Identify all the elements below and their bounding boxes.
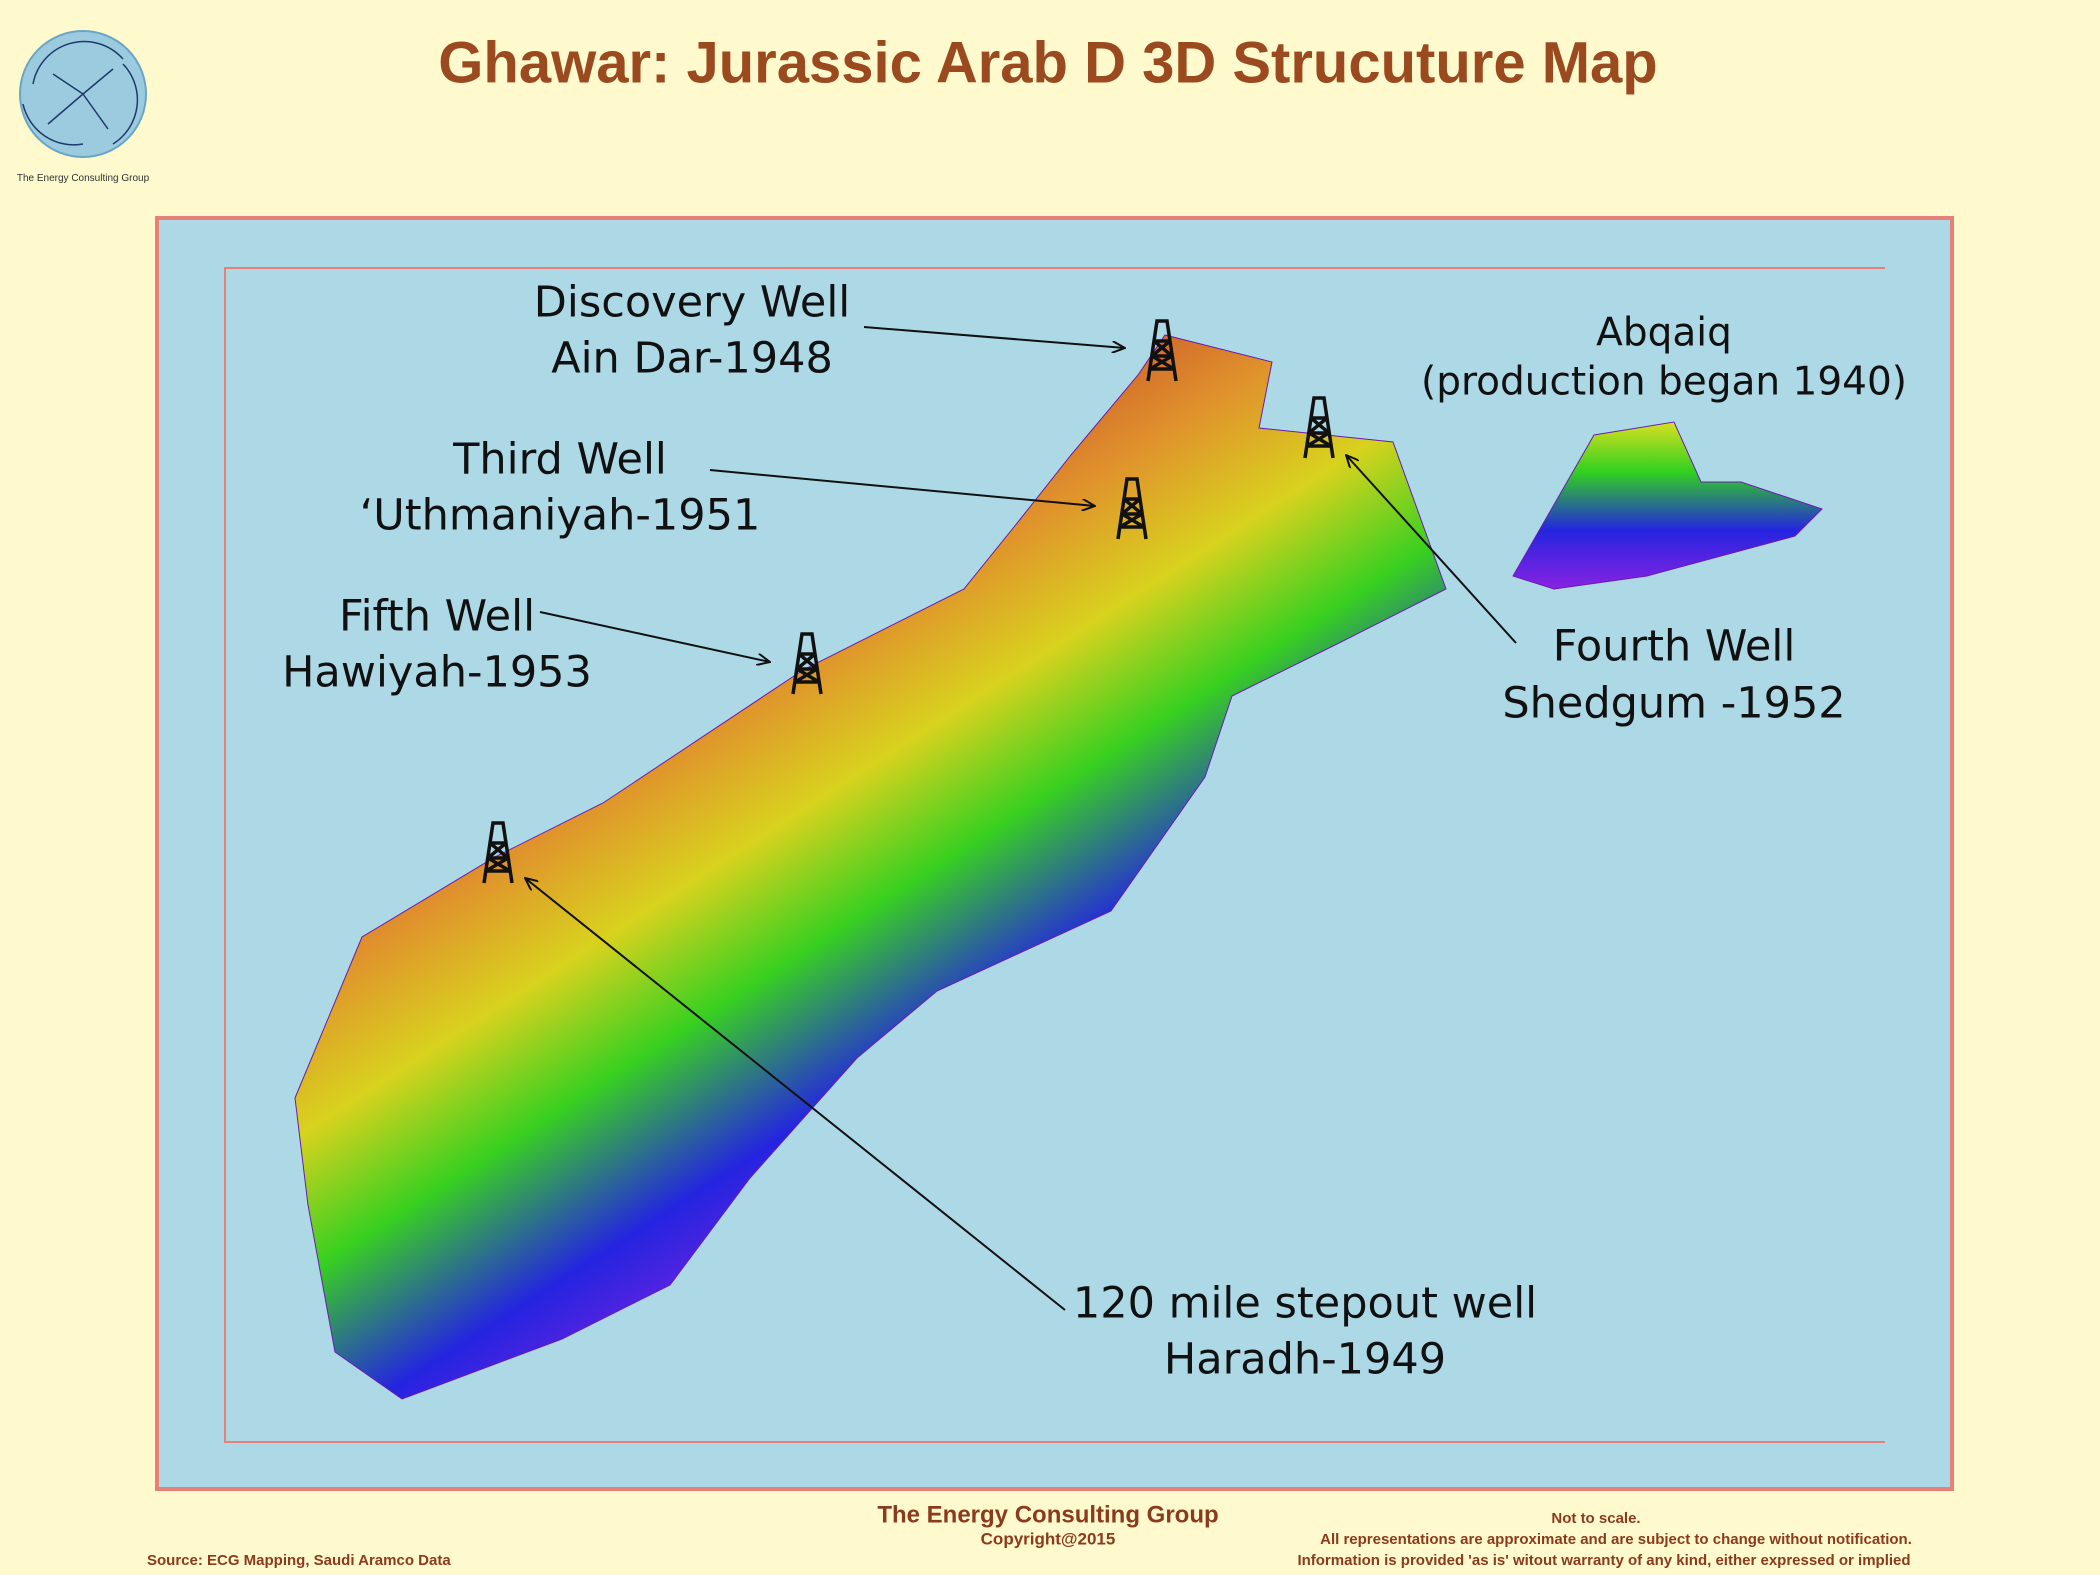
well-label: Hawiyah-1953 bbox=[282, 648, 592, 698]
well-label: Fourth Well bbox=[1553, 622, 1796, 672]
logo: The Energy Consulting Group bbox=[17, 30, 150, 184]
title: Ghawar: Jurassic Arab D 3D Strucuture Ma… bbox=[438, 30, 1657, 95]
well-label: ‘Uthmaniyah-1951 bbox=[360, 491, 761, 541]
well-label: Third Well bbox=[452, 435, 667, 485]
abqaiq-structure bbox=[1512, 421, 1823, 590]
disclaimer: Not to scale. bbox=[1551, 1510, 1640, 1527]
well-label: Shedgum -1952 bbox=[1502, 679, 1845, 729]
footer-company: The Energy Consulting Group bbox=[877, 1501, 1218, 1528]
well-label: Discovery Well bbox=[534, 278, 850, 328]
well-label: Haradh-1949 bbox=[1164, 1335, 1446, 1385]
well-label: Fifth Well bbox=[339, 592, 535, 642]
well-label: Ain Dar-1948 bbox=[551, 334, 833, 384]
well-label: 120 mile stepout well bbox=[1073, 1279, 1537, 1329]
field-label: Abqaiq bbox=[1596, 311, 1732, 356]
ghawar-structure bbox=[294, 334, 1447, 1400]
footer-copyright: Copyright@2015 bbox=[981, 1529, 1116, 1548]
logo-caption: The Energy Consulting Group bbox=[17, 173, 150, 184]
map-frame bbox=[224, 267, 1885, 1443]
arrows bbox=[525, 326, 1517, 1311]
disclaimer: Information is provided 'as is' witout w… bbox=[1297, 1552, 1910, 1569]
footer-source: Source: ECG Mapping, Saudi Aramco Data bbox=[147, 1552, 451, 1569]
disclaimer: All representations are approximate and … bbox=[1320, 1531, 1912, 1548]
field-label: (production began 1940) bbox=[1421, 360, 1907, 405]
